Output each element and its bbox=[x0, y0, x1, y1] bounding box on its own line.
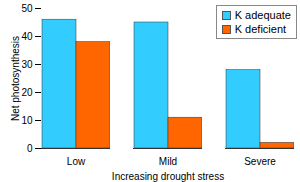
svg-text:50: 50 bbox=[21, 3, 33, 14]
svg-text:10: 10 bbox=[21, 115, 33, 126]
svg-text:40: 40 bbox=[21, 31, 33, 42]
svg-text:20: 20 bbox=[21, 87, 33, 98]
svg-text:0: 0 bbox=[27, 143, 33, 154]
svg-text:Low: Low bbox=[67, 156, 86, 167]
svg-text:30: 30 bbox=[21, 59, 33, 70]
html-text:K deficient: K deficient bbox=[234, 23, 287, 35]
html-text:K adequate: K adequate bbox=[234, 9, 291, 21]
svg-text:Severe: Severe bbox=[244, 156, 276, 167]
svg-text:Increasing drought stress: Increasing drought stress bbox=[112, 171, 224, 182]
svg-text:Mild: Mild bbox=[159, 156, 177, 167]
svg-text:Net photosynthesis: Net photosynthesis bbox=[10, 36, 21, 121]
